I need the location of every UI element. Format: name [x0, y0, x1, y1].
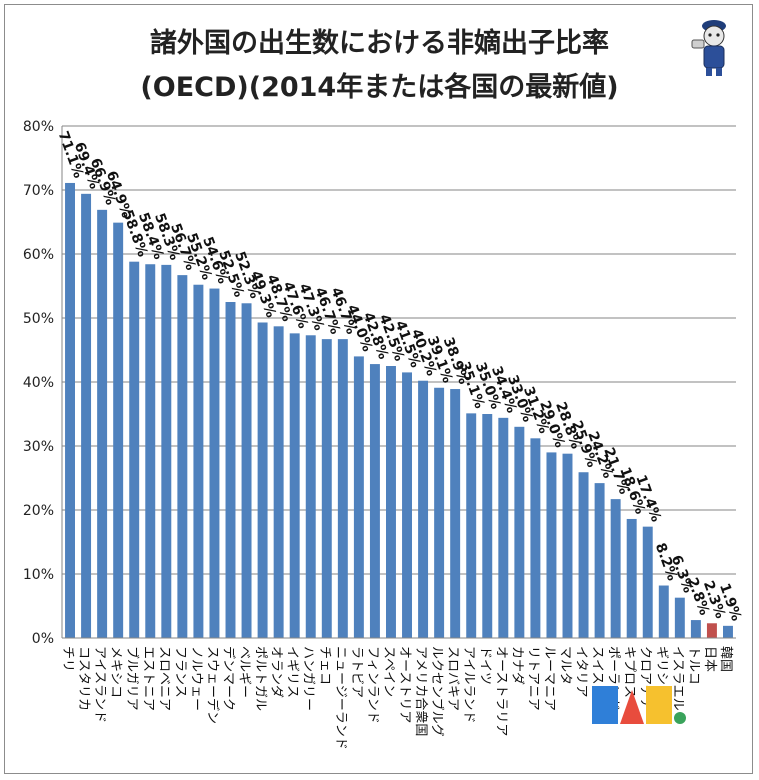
bar	[193, 284, 204, 638]
bar	[610, 499, 621, 638]
category-label: アイスランド	[92, 646, 107, 723]
y-tick-label: 0%	[32, 631, 54, 647]
bar	[706, 623, 717, 638]
category-label: ラトビア	[349, 646, 364, 698]
y-tick-label: 30%	[23, 439, 54, 455]
category-label: アメリカ合衆国	[413, 646, 429, 736]
y-tick-label: 80%	[23, 119, 54, 135]
category-label: イスラエル	[670, 646, 685, 711]
bar	[514, 426, 525, 638]
bar	[690, 620, 701, 638]
bar	[642, 526, 653, 638]
category-label: コスタリカ	[76, 646, 91, 711]
category-label: スイス	[590, 646, 605, 685]
category-label: キプロス	[622, 646, 637, 698]
chart-title: 諸外国の出生数における非嫡出子比率 (OECD)(2014年または各国の最新値)	[0, 22, 759, 110]
bar	[546, 452, 557, 638]
bar	[209, 288, 220, 638]
bar	[113, 222, 124, 638]
category-label: フィンランド	[365, 646, 380, 724]
bar	[498, 417, 509, 638]
y-tick-label: 10%	[23, 567, 54, 583]
bar	[386, 366, 396, 638]
category-label: ブルガリア	[124, 646, 140, 711]
category-label: スロベニア	[156, 646, 171, 711]
category-label: オーストリア	[397, 646, 412, 723]
category-label: スロバキア	[445, 646, 460, 711]
category-label: チェコ	[317, 646, 332, 685]
bar	[225, 302, 236, 638]
bar	[482, 414, 493, 638]
category-label: オーストラリア	[493, 646, 508, 736]
bar	[145, 264, 156, 638]
category-label: オランダ	[269, 646, 284, 698]
bar	[321, 339, 332, 638]
bar	[97, 209, 108, 638]
watermark-logo	[592, 686, 686, 724]
bar	[369, 364, 380, 638]
category-label: マルタ	[558, 646, 573, 685]
bar	[562, 453, 573, 638]
bar	[578, 472, 589, 638]
category-label: リトアニア	[525, 646, 540, 711]
category-label: デンマーク	[221, 646, 237, 711]
bar	[450, 389, 461, 638]
bar	[289, 333, 300, 638]
y-tick-label: 60%	[23, 247, 54, 263]
bar	[161, 264, 172, 638]
category-label: アイルランド	[461, 646, 476, 723]
y-tick-label: 20%	[23, 503, 54, 519]
y-tick-label: 70%	[23, 183, 54, 199]
category-label: ルクセンブルグ	[429, 646, 445, 737]
bar	[129, 261, 140, 638]
bar	[353, 356, 364, 638]
bar	[434, 387, 445, 638]
category-label: スウェーデン	[204, 646, 220, 724]
chart-title-line-1: 諸外国の出生数における非嫡出子比率	[150, 28, 609, 59]
bar	[65, 182, 75, 638]
chart-title-line-2: (OECD)(2014年または各国の最新値)	[140, 72, 619, 103]
bar	[466, 413, 477, 638]
category-label: カナダ	[509, 646, 524, 685]
bar	[81, 193, 92, 638]
category-label: ノルウェー	[188, 646, 203, 711]
category-label: トルコ	[686, 646, 701, 685]
bar	[305, 335, 316, 638]
category-label: ベルギー	[237, 646, 252, 698]
bar	[658, 585, 669, 638]
category-label: フランス	[172, 646, 187, 698]
category-label: 日本	[702, 646, 717, 672]
category-label: イタリア	[574, 646, 589, 697]
bar	[402, 372, 412, 638]
bar	[626, 518, 637, 638]
category-label: スペイン	[381, 646, 396, 697]
category-label: 韓国	[718, 646, 733, 672]
bar	[594, 483, 605, 638]
y-tick-label: 50%	[23, 311, 54, 327]
bar	[241, 303, 252, 638]
category-label: チリ	[60, 646, 75, 672]
y-tick-label: 40%	[23, 375, 54, 391]
category-label: メキシコ	[108, 646, 123, 698]
category-label: イギリス	[285, 646, 300, 698]
bar	[674, 597, 685, 638]
category-label: ギリシャ	[654, 646, 669, 698]
bar	[337, 339, 348, 638]
bar	[530, 438, 541, 638]
bar	[177, 275, 188, 638]
bar	[257, 322, 268, 638]
category-label: ルーマニア	[541, 646, 556, 711]
category-label: ハンガリー	[301, 646, 316, 711]
mascot-logo	[691, 20, 726, 76]
category-label: ニュージーランド	[333, 646, 348, 750]
category-label: エストニア	[140, 646, 155, 711]
bar	[418, 380, 429, 638]
category-label: ポルトガル	[253, 646, 268, 711]
bar	[723, 625, 733, 638]
bar	[273, 326, 284, 638]
category-label: ドイツ	[477, 646, 492, 685]
